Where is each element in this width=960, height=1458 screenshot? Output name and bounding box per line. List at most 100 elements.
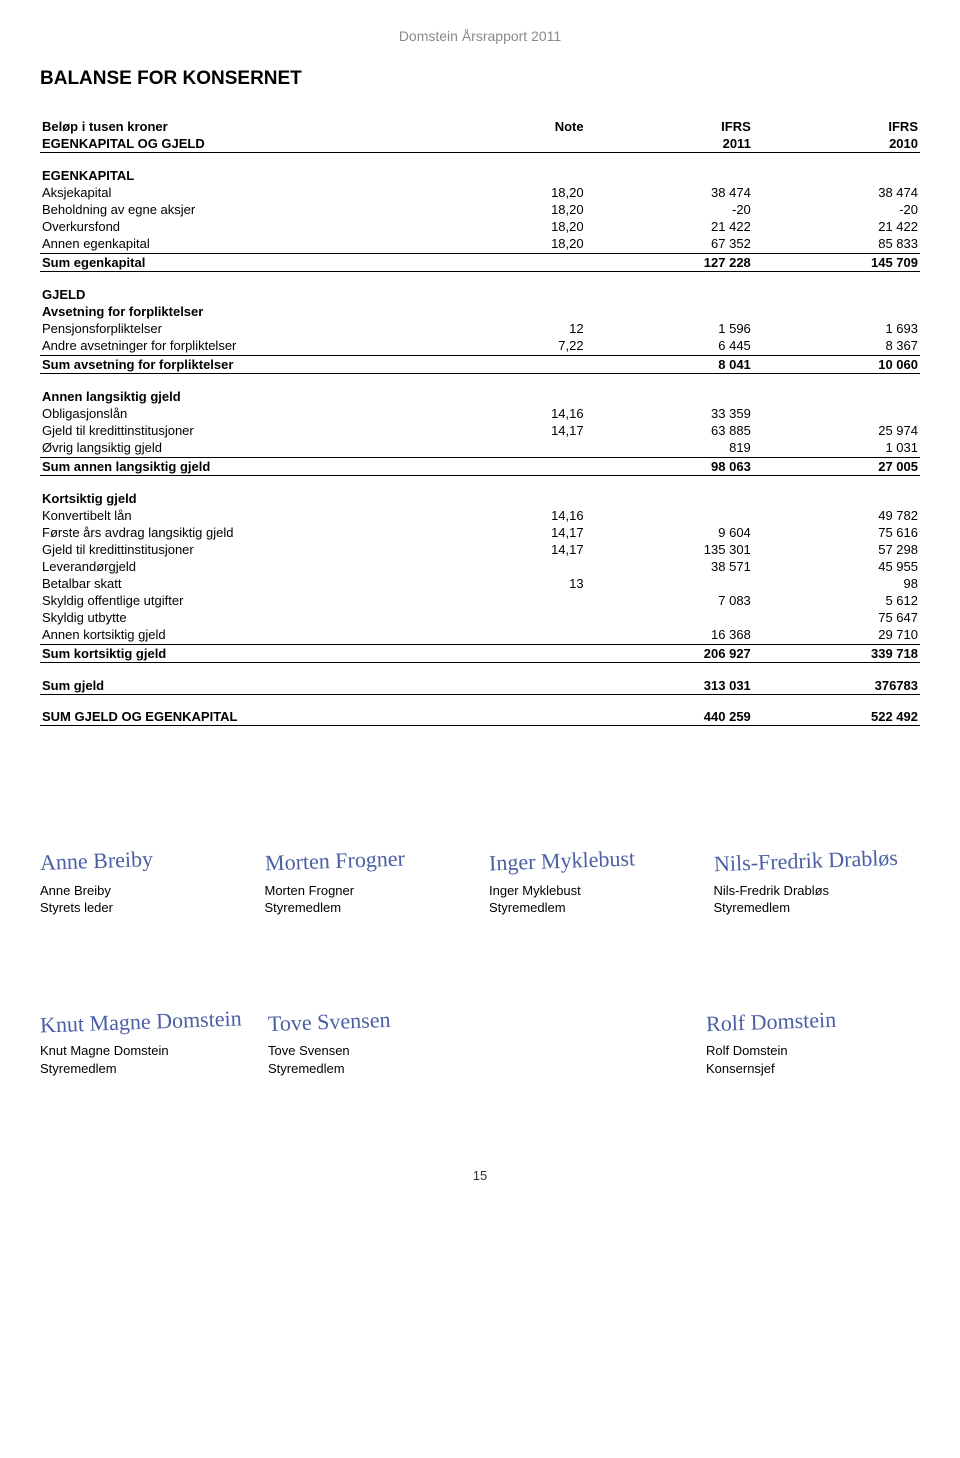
table-row: Beholdning av egne aksjer18,20-20-20 — [40, 201, 920, 218]
signatory-name: Nils-Fredrik Drabløs — [714, 882, 921, 900]
col-y2-header-top: IFRS — [753, 118, 920, 135]
row-y1 — [586, 507, 753, 524]
signature-row-2: Knut Magne DomsteinKnut Magne DomsteinSt… — [40, 1007, 920, 1078]
signatory-name: Tove Svensen — [268, 1042, 478, 1060]
row-note: 13 — [498, 575, 586, 592]
table-row: Gjeld til kredittinstitusjoner14,1763 88… — [40, 422, 920, 439]
row-y1: 9 604 — [586, 524, 753, 541]
row-y2: 75 647 — [753, 609, 920, 626]
page-number: 15 — [40, 1168, 920, 1183]
table-row: Konvertibelt lån14,1649 782 — [40, 507, 920, 524]
col-y1-header-top: IFRS — [586, 118, 753, 135]
table-row: Overkursfond18,2021 42221 422 — [40, 218, 920, 235]
row-label: Skyldig utbytte — [40, 609, 498, 626]
table-row: Skyldig utbytte 75 647 — [40, 609, 920, 626]
row-y2: 29 710 — [753, 626, 920, 643]
row-note: 18,20 — [498, 235, 586, 252]
signature-row-1: Anne BreibyAnne BreibyStyrets leder Morte… — [40, 846, 920, 917]
signature-cell: Knut Magne DomsteinKnut Magne DomsteinSt… — [40, 1007, 250, 1078]
signature-cell: Tove SvensenTove SvensenStyremedlem — [268, 1007, 478, 1078]
row-note — [498, 609, 586, 626]
row-y2: 38 474 — [753, 184, 920, 201]
prov-heading: Avsetning for forpliktelser — [40, 303, 498, 320]
row-label: Gjeld til kredittinstitusjoner — [40, 541, 498, 558]
short-heading: Kortsiktig gjeld — [40, 490, 498, 507]
signature-script: Tove Svensen — [268, 1005, 391, 1039]
signature-cell: Morten FrognerMorten FrognerStyremedlem — [265, 846, 472, 917]
row-y2: 8 367 — [753, 337, 920, 354]
row-y2 — [753, 405, 920, 422]
sum-prov-label: Sum avsetning for forpliktelser — [40, 356, 498, 374]
table-row: Gjeld til kredittinstitusjoner14,17135 3… — [40, 541, 920, 558]
row-y1: 67 352 — [586, 235, 753, 252]
debt-section: GJELD — [40, 286, 498, 303]
long-heading: Annen langsiktig gjeld — [40, 388, 498, 405]
table-row: Annen kortsiktig gjeld 16 36829 710 — [40, 626, 920, 643]
row-y1: 63 885 — [586, 422, 753, 439]
equity-heading: EGENKAPITAL OG GJELD — [40, 135, 498, 153]
page-title: BALANSE FOR KONSERNET — [40, 68, 920, 90]
row-y2: 98 — [753, 575, 920, 592]
sum-prov-y1: 8 041 — [586, 356, 753, 374]
row-y2: 85 833 — [753, 235, 920, 252]
col-y1-header-bot: 2011 — [586, 135, 753, 153]
signature-script: Rolf Domstein — [706, 1005, 837, 1039]
table-row: Aksjekapital18,2038 47438 474 — [40, 184, 920, 201]
row-label: Skyldig offentlige utgifter — [40, 592, 498, 609]
signature-script: Morten Frogner — [264, 844, 405, 879]
row-note: 14,16 — [498, 405, 586, 422]
signatory-role: Styremedlem — [40, 1060, 250, 1078]
row-label: Beholdning av egne aksjer — [40, 201, 498, 218]
signatory-role: Konsernsjef — [706, 1060, 916, 1078]
row-y1: 33 359 — [586, 405, 753, 422]
row-note: 14,17 — [498, 524, 586, 541]
signatory-name: Inger Myklebust — [489, 882, 696, 900]
row-y2: 45 955 — [753, 558, 920, 575]
row-y1: 38 571 — [586, 558, 753, 575]
signatures-area: Anne BreibyAnne BreibyStyrets leder Morte… — [40, 846, 920, 1078]
row-y2: 1 693 — [753, 320, 920, 337]
row-label: Andre avsetninger for forpliktelser — [40, 337, 498, 354]
row-label: Annen kortsiktig gjeld — [40, 626, 498, 643]
row-y1: 135 301 — [586, 541, 753, 558]
row-y1 — [586, 575, 753, 592]
row-y1: 1 596 — [586, 320, 753, 337]
row-y1: 16 368 — [586, 626, 753, 643]
row-note: 18,20 — [498, 218, 586, 235]
row-note: 12 — [498, 320, 586, 337]
row-note: 7,22 — [498, 337, 586, 354]
signatory-name: Morten Frogner — [265, 882, 472, 900]
signatory-role: Styremedlem — [265, 899, 472, 917]
row-note — [498, 558, 586, 575]
row-note: 14,17 — [498, 422, 586, 439]
row-label: Pensjonsforpliktelser — [40, 320, 498, 337]
signature-script: Knut Magne Domstein — [40, 1003, 243, 1040]
signatory-role: Styremedlem — [268, 1060, 478, 1078]
row-y1: 819 — [586, 439, 753, 456]
sum-prov-y2: 10 060 — [753, 356, 920, 374]
signature-cell: Rolf DomsteinRolf DomsteinKonsernsjef — [706, 1007, 916, 1078]
row-label: Gjeld til kredittinstitusjoner — [40, 422, 498, 439]
row-y1: 6 445 — [586, 337, 753, 354]
signatory-name: Rolf Domstein — [706, 1042, 916, 1060]
sum-total-label: SUM GJELD OG EGENKAPITAL — [40, 708, 498, 726]
sum-equity-label: Sum egenkapital — [40, 254, 498, 272]
table-row: Annen egenkapital18,2067 35285 833 — [40, 235, 920, 252]
sum-debt-label: Sum gjeld — [40, 677, 498, 695]
signature-script: Nils-Fredrik Drabløs — [713, 843, 898, 879]
signatory-name: Knut Magne Domstein — [40, 1042, 250, 1060]
signature-cell: Anne BreibyAnne BreibyStyrets leder — [40, 846, 247, 917]
row-y2: 21 422 — [753, 218, 920, 235]
row-note — [498, 626, 586, 643]
row-label: Leverandørgjeld — [40, 558, 498, 575]
signatory-name: Anne Breiby — [40, 882, 247, 900]
col-y2-header-bot: 2010 — [753, 135, 920, 153]
table-row: Obligasjonslån14,1633 359 — [40, 405, 920, 422]
row-label: Overkursfond — [40, 218, 498, 235]
sum-equity-y1: 127 228 — [586, 254, 753, 272]
row-y2: 75 616 — [753, 524, 920, 541]
table-row: Pensjonsforpliktelser121 5961 693 — [40, 320, 920, 337]
sum-short-label: Sum kortsiktig gjeld — [40, 645, 498, 663]
sum-total-y2: 522 492 — [753, 708, 920, 726]
table-row: Andre avsetninger for forpliktelser7,226… — [40, 337, 920, 354]
